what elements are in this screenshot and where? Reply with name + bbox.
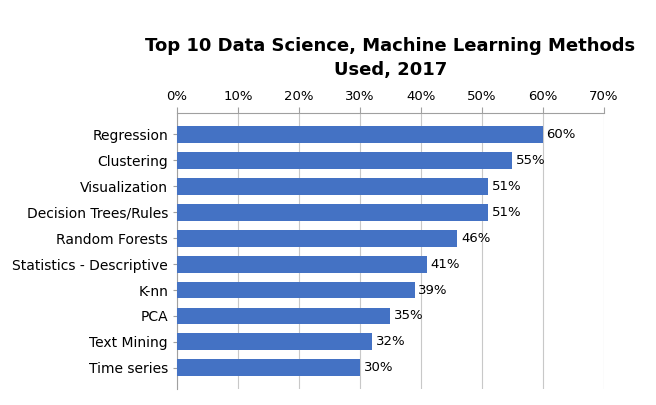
Text: 55%: 55% — [516, 154, 545, 167]
Text: 60%: 60% — [546, 128, 575, 141]
Bar — [177, 281, 415, 298]
Text: 35%: 35% — [394, 309, 424, 322]
Bar — [177, 204, 488, 221]
Text: 30%: 30% — [363, 361, 393, 374]
Bar — [177, 333, 372, 350]
Bar — [177, 178, 488, 195]
Bar — [177, 230, 457, 247]
Text: 32%: 32% — [376, 335, 405, 348]
Title: Top 10 Data Science, Machine Learning Methods
Used, 2017: Top 10 Data Science, Machine Learning Me… — [145, 37, 636, 79]
Text: 51%: 51% — [491, 180, 521, 193]
Bar — [177, 256, 427, 273]
Bar — [177, 152, 512, 169]
Text: 46%: 46% — [461, 232, 490, 245]
Bar — [177, 307, 390, 324]
Text: 51%: 51% — [491, 206, 521, 219]
Bar — [177, 126, 543, 143]
Bar — [177, 359, 360, 376]
Text: 41%: 41% — [430, 258, 460, 271]
Text: 39%: 39% — [419, 284, 448, 296]
